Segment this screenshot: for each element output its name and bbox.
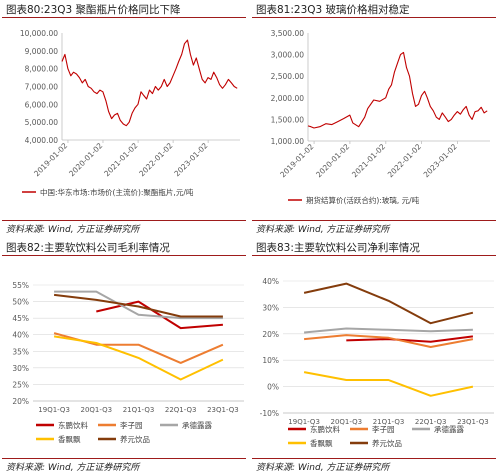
legend-label: 东鹏饮料 <box>58 420 88 430</box>
series-line <box>304 334 474 348</box>
y-tick-label: 1,500.00 <box>271 115 305 124</box>
source-note: 资料来源: Wind, 方正证券研究所 <box>256 463 390 473</box>
y-tick-label: 30% <box>262 303 279 312</box>
x-tick-label: 2021-01-02 <box>350 142 387 179</box>
legend-label: 养元饮品 <box>120 434 150 444</box>
title-rule <box>2 255 246 256</box>
series-line <box>54 290 223 320</box>
y-tick-label: 5,000.00 <box>25 118 59 127</box>
y-tick-label: 3,000.00 <box>271 51 305 60</box>
y-tick-label: 35% <box>12 347 29 356</box>
series-line <box>304 327 473 334</box>
x-tick-label: 21Q1-Q3 <box>123 406 155 414</box>
series-line <box>303 371 474 397</box>
source-note: 资料来源: Wind, 方正证券研究所 <box>6 463 140 473</box>
x-tick-label: 20Q1-Q3 <box>330 418 362 426</box>
source-rule <box>2 220 246 221</box>
legend-label: 养元饮品 <box>372 438 402 448</box>
legend-label: 李子园 <box>120 420 143 430</box>
x-tick-label: 23Q1-Q3 <box>457 418 489 426</box>
x-tick-label: 2019-01-02 <box>32 141 69 178</box>
title-rule <box>252 255 496 256</box>
chart-80-svg: 10,000.00 9,000.00 8,000.00 7,000.00 6,000.0… <box>20 29 240 197</box>
y-tick-label: 25% <box>12 380 29 389</box>
chart-panel-80: 图表80:23Q3 聚酯瓶片价格同比下降 10,000.00 9,000.00 8,… <box>0 0 250 238</box>
source-rule <box>2 458 246 459</box>
y-tick-label: 6,000.00 <box>25 100 59 109</box>
chart-panel-83: 图表83:主要软饮料公司净利率情况 40% 30% 20% 10% 0% -10% 19Q1… <box>250 238 500 476</box>
legend-label: 承德露露 <box>182 420 212 430</box>
chart-title: 图表83:主要软饮料公司净利率情况 <box>256 242 420 254</box>
legend-label: 李子园 <box>372 424 395 434</box>
x-tick-label: 2022-01-02 <box>137 141 174 178</box>
chart-83-svg: 40% 30% 20% 10% 0% -10% 19Q1-Q3 20Q1-Q3 21Q1-Q3 2… <box>260 277 494 448</box>
y-tick-label: 9,000.00 <box>25 47 59 56</box>
y-tick-label: 4,000.00 <box>25 136 59 145</box>
y-tick-label: 10,000.00 <box>20 29 58 38</box>
source-rule <box>252 220 496 221</box>
y-tick-label: 2,000.00 <box>271 94 305 103</box>
y-tick-label: 8,000.00 <box>25 65 59 74</box>
chart-title: 图表81:23Q3 玻璃价格相对稳定 <box>256 4 410 16</box>
source-note: 资料来源: Wind, 方正证券研究所 <box>256 225 390 235</box>
legend-label: 期货结算价(活跃合约):玻璃, 元/吨 <box>306 195 420 205</box>
legend-label: 香飘飘 <box>58 434 81 444</box>
series-line <box>53 335 224 381</box>
y-tick-label: 40% <box>262 277 279 286</box>
y-tick-label: 0% <box>267 383 279 392</box>
x-tick-label: 22Q1-Q3 <box>165 406 197 414</box>
y-tick-label: 40% <box>12 331 29 340</box>
series-line <box>303 282 474 325</box>
series-line <box>96 300 223 330</box>
x-tick-label: 2023-01-02 <box>172 141 209 178</box>
legend-label: 东鹏饮料 <box>310 424 340 434</box>
x-tick-label: 20Q1-Q3 <box>80 406 112 414</box>
chart-panel-82: 图表82:主要软饮料公司毛利率情况 55% 50% 45% 40% 35% 30% 25% 2… <box>0 238 250 476</box>
x-tick-label: 19Q1-Q3 <box>288 418 320 426</box>
series-line <box>307 51 488 129</box>
x-tick-label: 23Q1-Q3 <box>207 406 239 414</box>
x-tick-label: 19Q1-Q3 <box>38 406 70 414</box>
y-tick-label: 3,500.00 <box>271 29 305 38</box>
chart-81-svg: 3,500.00 3,000.00 2,500.00 2,000.00 1,500.00… <box>271 29 490 205</box>
source-rule <box>252 458 496 459</box>
chart-panel-81: 图表81:23Q3 玻璃价格相对稳定 3,500.00 3,000.00 2,500… <box>250 0 500 238</box>
legend-label: 中国:华东市场:市场价(主流价):聚酯瓶片,元/吨 <box>40 187 194 197</box>
x-tick-label: 2019-01-02 <box>278 142 315 179</box>
x-tick-label: 2020-01-02 <box>314 142 351 179</box>
series-line <box>61 39 238 127</box>
y-tick-label: 45% <box>12 314 29 323</box>
chart-82-svg: 55% 50% 45% 40% 35% 30% 25% 20% 19Q1-Q3 20Q1-Q3 21… <box>12 281 244 444</box>
x-tick-label: 2020-01-02 <box>67 141 104 178</box>
y-tick-label: 55% <box>12 281 29 290</box>
y-tick-label: 20% <box>262 330 279 339</box>
title-rule <box>252 17 496 18</box>
series-line <box>346 335 474 343</box>
y-tick-label: 10% <box>262 356 279 365</box>
x-tick-label: 21Q1-Q3 <box>373 418 405 426</box>
y-tick-label: 30% <box>12 364 29 373</box>
y-tick-label: 50% <box>12 298 29 307</box>
x-tick-label: 2023-01-02 <box>422 142 459 179</box>
y-tick-label: 1,000.00 <box>271 137 305 146</box>
y-tick-label: -10% <box>260 409 279 418</box>
title-rule <box>2 17 246 18</box>
legend-label: 承德露露 <box>434 424 464 434</box>
y-tick-label: 20% <box>12 397 29 406</box>
y-tick-label: 7,000.00 <box>25 83 59 92</box>
chart-title: 图表82:主要软饮料公司毛利率情况 <box>6 242 170 254</box>
source-note: 资料来源: Wind, 方正证券研究所 <box>6 225 140 235</box>
x-tick-label: 2021-01-02 <box>102 141 139 178</box>
series-line <box>53 293 223 318</box>
x-tick-label: 22Q1-Q3 <box>415 418 447 426</box>
x-tick-label: 2022-01-02 <box>386 142 423 179</box>
y-tick-label: 2,500.00 <box>271 72 305 81</box>
chart-title: 图表80:23Q3 聚酯瓶片价格同比下降 <box>6 4 181 16</box>
legend-label: 香飘飘 <box>310 438 333 448</box>
